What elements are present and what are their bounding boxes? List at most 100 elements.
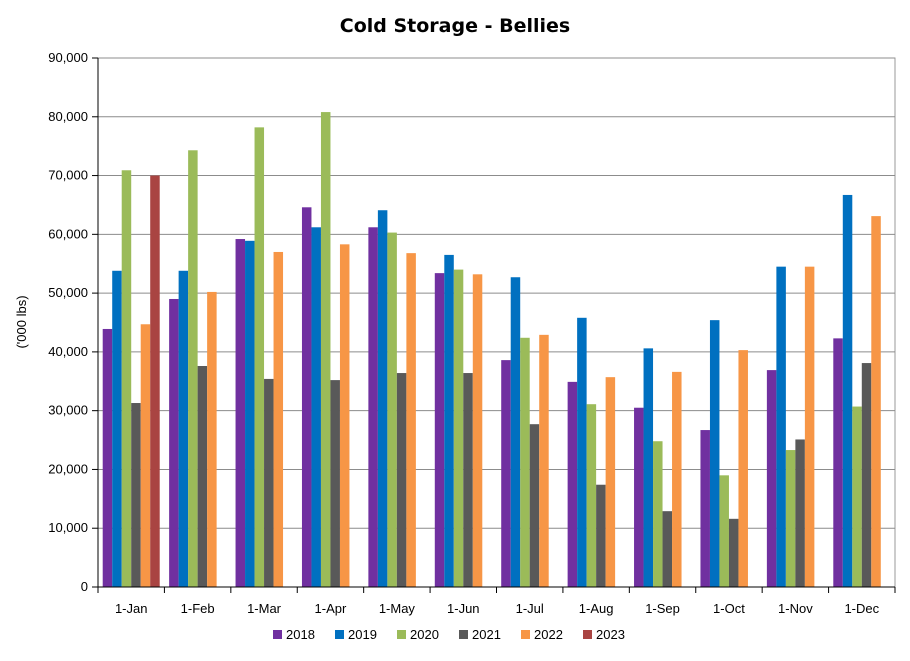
- bar-2022-1-Nov: [804, 266, 815, 587]
- bar-2019-1-Mar: [245, 240, 255, 587]
- x-tick-label: 1-May: [379, 601, 416, 616]
- bar-2020-1-Apr: [320, 112, 331, 587]
- y-tick-label: 90,000: [48, 50, 88, 65]
- y-axis-label: ('000 lbs): [14, 295, 29, 348]
- legend-item-2021: 2021: [459, 627, 501, 642]
- bar-2020-1-Jan: [121, 170, 132, 587]
- bar-2018-1-May: [368, 227, 378, 587]
- bar-2020-1-Jun: [453, 269, 464, 587]
- legend-item-2022: 2022: [521, 627, 563, 642]
- legend-label: 2022: [534, 627, 563, 642]
- bar-2021-1-Feb: [197, 365, 208, 587]
- bar-2019-1-May: [377, 210, 388, 588]
- bar-2022-1-Feb: [207, 291, 217, 587]
- legend-swatch: [397, 630, 406, 639]
- x-tick-label: 1-Dec: [844, 601, 879, 616]
- bar-2019-1-Feb: [178, 270, 189, 587]
- bar-2020-1-Oct: [719, 475, 729, 587]
- x-tick-label: 1-Sep: [645, 601, 680, 616]
- bar-2021-1-Aug: [596, 484, 606, 587]
- bar-2019-1-Apr: [311, 227, 321, 587]
- legend-item-2018: 2018: [273, 627, 315, 642]
- bar-2020-1-Feb: [188, 150, 198, 587]
- bar-2018-1-Jun: [434, 273, 445, 587]
- bar-2021-1-Dec: [861, 363, 872, 587]
- legend-swatch: [583, 630, 592, 639]
- bar-2022-1-Jul: [539, 334, 549, 587]
- y-tick-label: 40,000: [48, 344, 88, 359]
- legend-label: 2020: [410, 627, 439, 642]
- bar-2020-1-Dec: [852, 406, 862, 587]
- y-tick-label: 80,000: [48, 109, 88, 124]
- x-tick-label: 1-Apr: [315, 601, 347, 616]
- legend-item-2023: 2023: [583, 627, 625, 642]
- bar-2021-1-Oct: [728, 518, 739, 587]
- bar-2022-1-Jan: [140, 324, 151, 587]
- bar-2021-1-Mar: [264, 378, 274, 587]
- bar-2021-1-Nov: [795, 439, 805, 587]
- bar-2020-1-Aug: [586, 404, 597, 587]
- bar-2019-1-Jan: [112, 270, 122, 587]
- x-tick-label: 1-Jul: [516, 601, 544, 616]
- y-tick-label: 30,000: [48, 403, 88, 418]
- bar-2021-1-Jan: [131, 403, 141, 587]
- legend-label: 2023: [596, 627, 625, 642]
- bar-2022-1-Mar: [273, 251, 284, 587]
- bar-2020-1-Mar: [254, 127, 265, 587]
- y-tick-label: 0: [81, 579, 88, 594]
- legend-swatch: [335, 630, 344, 639]
- bar-2022-1-Apr: [339, 244, 350, 587]
- legend: 2018 2019 2020 2021 2022 2023: [273, 627, 625, 642]
- bar-2018-1-Mar: [235, 239, 246, 587]
- bar-2018-1-Oct: [700, 430, 710, 587]
- legend-item-2019: 2019: [335, 627, 377, 642]
- y-tick-label: 70,000: [48, 168, 88, 183]
- x-tick-label: 1-Nov: [778, 601, 813, 616]
- y-axis-ticks: 0 10,000 20,000 30,000 40,000 50,000 60,000 70,…: [48, 50, 98, 594]
- legend-label: 2021: [472, 627, 501, 642]
- bar-2020-1-Jul: [520, 337, 530, 587]
- bar-2019-1-Oct: [709, 320, 720, 587]
- bar-2022-1-Oct: [738, 350, 748, 587]
- bar-2018-1-Dec: [833, 338, 843, 587]
- y-tick-label: 20,000: [48, 461, 88, 476]
- bar-2022-1-Dec: [871, 216, 881, 587]
- x-tick-label: 1-Jun: [447, 601, 480, 616]
- legend-label: 2019: [348, 627, 377, 642]
- bar-2019-1-Dec: [842, 194, 853, 588]
- bar-2019-1-Aug: [577, 317, 587, 587]
- bar-2020-1-Sep: [653, 441, 663, 587]
- bar-2018-1-Feb: [169, 298, 179, 587]
- bar-2019-1-Jul: [510, 277, 521, 587]
- legend-swatch: [521, 630, 530, 639]
- bar-2022-1-May: [406, 253, 416, 588]
- legend-label: 2018: [286, 627, 315, 642]
- bar-2021-1-May: [396, 373, 407, 587]
- chart-title: Cold Storage - Bellies: [340, 15, 570, 37]
- bar-2021-1-Sep: [662, 511, 673, 587]
- y-tick-label: 50,000: [48, 285, 88, 300]
- x-tick-label: 1-Oct: [713, 601, 745, 616]
- bar-2022-1-Aug: [605, 377, 616, 587]
- y-tick-label: 60,000: [48, 226, 88, 241]
- bar-2023-1-Jan: [150, 175, 160, 588]
- bar-2018-1-Jul: [501, 360, 511, 587]
- x-tick-label: 1-Mar: [247, 601, 282, 616]
- bar-2018-1-Jan: [102, 328, 113, 587]
- bar-2021-1-Apr: [330, 380, 340, 587]
- legend-item-2020: 2020: [397, 627, 439, 642]
- bar-2018-1-Nov: [766, 370, 777, 587]
- bar-2019-1-Nov: [776, 266, 786, 587]
- bar-2021-1-Jun: [463, 373, 473, 587]
- bar-2021-1-Jul: [529, 424, 540, 587]
- bar-2022-1-Jun: [472, 274, 483, 587]
- bars: [102, 112, 881, 588]
- bar-2019-1-Sep: [643, 348, 654, 587]
- bar-2019-1-Jun: [444, 254, 454, 587]
- x-tick-label: 1-Feb: [181, 601, 215, 616]
- bar-2018-1-Aug: [567, 381, 578, 587]
- bar-2020-1-Nov: [785, 450, 796, 587]
- legend-swatch: [273, 630, 282, 639]
- bar-2022-1-Sep: [672, 371, 682, 587]
